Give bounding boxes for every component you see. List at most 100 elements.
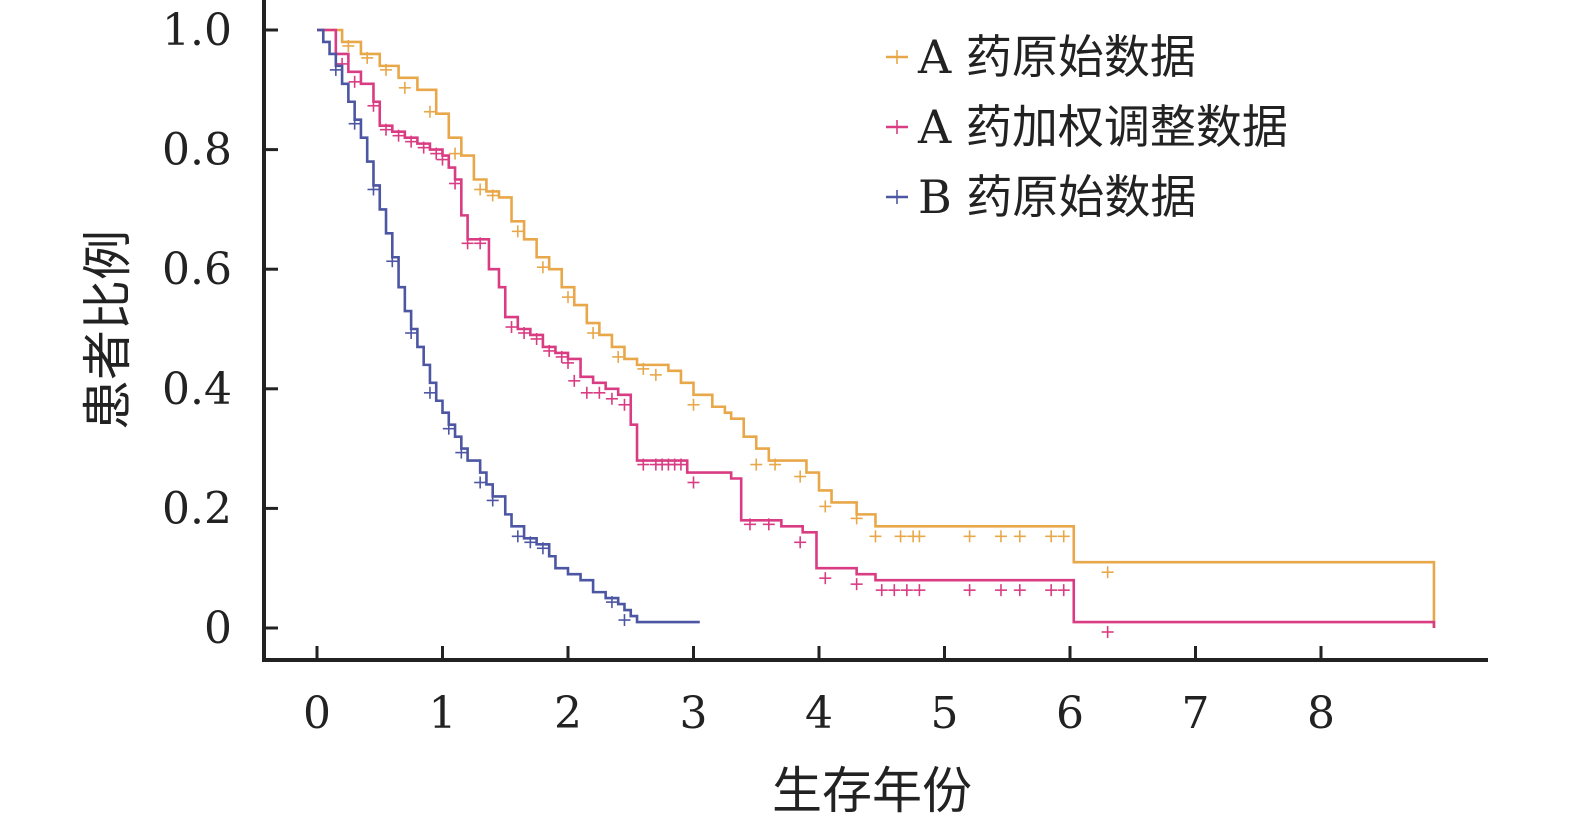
censor-mark bbox=[605, 596, 618, 609]
censor-mark bbox=[423, 105, 436, 118]
censor-mark bbox=[875, 584, 888, 597]
y-tick-label: 0.8 bbox=[162, 125, 232, 176]
censor-mark bbox=[794, 536, 807, 549]
y-axis-title: 患者比例 bbox=[79, 230, 137, 430]
x-tick-label: 7 bbox=[1182, 688, 1210, 739]
censor-mark bbox=[524, 536, 537, 549]
y-axis-ticks: 0 0.2 0.4 0.6 0.8 1.0 bbox=[162, 5, 278, 654]
series-line-2 bbox=[317, 28, 700, 624]
censor-mark bbox=[361, 51, 374, 64]
censor-mark bbox=[392, 129, 405, 142]
censor-mark bbox=[562, 356, 574, 369]
x-tick-label: 3 bbox=[680, 688, 708, 739]
censor-mark bbox=[1045, 530, 1058, 543]
censor-mark bbox=[593, 386, 606, 399]
censor-mark bbox=[386, 255, 399, 268]
censor-mark bbox=[536, 542, 549, 555]
x-tick-label: 0 bbox=[303, 688, 331, 739]
y-tick-label: 0.4 bbox=[162, 364, 232, 415]
censor-mark bbox=[505, 321, 518, 334]
censor-mark bbox=[769, 458, 782, 471]
censor-mark bbox=[618, 398, 631, 411]
censor-mark bbox=[367, 99, 380, 112]
censor-mark bbox=[530, 332, 543, 345]
censor-mark bbox=[423, 386, 436, 399]
legend: A 药原始数据 A 药加权调整数据 B 药原始数据 bbox=[886, 30, 1288, 224]
censor-mark bbox=[449, 147, 462, 160]
censor-mark bbox=[568, 374, 581, 387]
censor-mark bbox=[511, 530, 524, 543]
censor-mark bbox=[687, 476, 700, 489]
censor-mark bbox=[637, 458, 650, 471]
censor-mark bbox=[580, 386, 593, 399]
censor-mark bbox=[430, 147, 443, 160]
censor-mark bbox=[819, 500, 832, 513]
x-tick-label: 4 bbox=[805, 688, 833, 739]
censor-mark bbox=[794, 470, 807, 483]
censor-mark bbox=[455, 446, 468, 459]
censor-mark bbox=[380, 63, 393, 76]
censor-mark bbox=[674, 458, 687, 471]
legend-label: A 药加权调整数据 bbox=[917, 100, 1288, 154]
censor-mark bbox=[869, 530, 882, 543]
legend-item: A 药原始数据 bbox=[886, 30, 1196, 84]
censor-mark bbox=[1101, 566, 1114, 579]
censor-mark bbox=[474, 183, 487, 196]
censor-mark bbox=[518, 327, 531, 339]
censor-mark bbox=[687, 398, 700, 411]
censor-mark bbox=[900, 584, 913, 597]
censor-mark bbox=[605, 392, 618, 405]
censor-mark bbox=[1013, 584, 1026, 597]
censor-mark bbox=[850, 512, 863, 525]
censor-mark bbox=[474, 237, 487, 250]
censor-mark bbox=[405, 135, 418, 148]
censor-mark bbox=[963, 584, 976, 597]
legend-label: B 药原始数据 bbox=[918, 170, 1196, 224]
y-tick-label: 1.0 bbox=[162, 5, 232, 56]
censor-mark bbox=[1045, 584, 1058, 597]
censor-mark bbox=[486, 494, 499, 507]
censor-mark bbox=[850, 578, 863, 591]
censor-mark bbox=[743, 518, 756, 531]
censor-mark bbox=[449, 177, 462, 190]
x-tick-label: 5 bbox=[931, 688, 959, 739]
censor-mark bbox=[348, 75, 361, 88]
censor-mark bbox=[913, 530, 926, 543]
censor-mark bbox=[436, 153, 449, 166]
legend-item: B 药原始数据 bbox=[886, 170, 1196, 224]
censor-mark bbox=[994, 530, 1007, 543]
censor-mark bbox=[762, 518, 775, 531]
x-tick-label: 6 bbox=[1056, 688, 1084, 739]
x-tick-label: 1 bbox=[429, 688, 457, 739]
censor-mark bbox=[555, 350, 568, 363]
censor-mark bbox=[637, 362, 650, 375]
censor-mark bbox=[888, 584, 901, 597]
censor-mark bbox=[750, 458, 763, 471]
censor-mark bbox=[612, 350, 625, 363]
censor-mark bbox=[963, 530, 976, 543]
x-axis-ticks: 0 1 2 3 4 5 6 7 8 bbox=[303, 646, 1335, 739]
y-tick-label: 0.6 bbox=[162, 244, 232, 295]
censor-mark bbox=[442, 422, 455, 435]
x-axis-title: 生存年份 bbox=[772, 762, 972, 820]
series-group bbox=[317, 28, 1436, 638]
censor-mark bbox=[398, 81, 411, 94]
censor-mark bbox=[649, 368, 662, 381]
censor-mark bbox=[342, 39, 355, 52]
censor-mark bbox=[994, 584, 1007, 597]
x-tick-label: 8 bbox=[1307, 688, 1335, 739]
censor-mark bbox=[1101, 626, 1114, 638]
censor-mark bbox=[367, 183, 380, 196]
censor-mark bbox=[405, 327, 418, 339]
censor-mark bbox=[618, 614, 631, 627]
censor-mark bbox=[536, 261, 549, 274]
censor-mark bbox=[474, 476, 487, 489]
censor-mark bbox=[894, 530, 907, 543]
censor-mark bbox=[348, 117, 361, 130]
censor-mark bbox=[587, 327, 600, 339]
censor-mark bbox=[417, 141, 430, 154]
y-tick-label: 0 bbox=[204, 603, 232, 654]
series-line-0 bbox=[317, 28, 1436, 628]
y-tick-label: 0.2 bbox=[162, 483, 232, 534]
